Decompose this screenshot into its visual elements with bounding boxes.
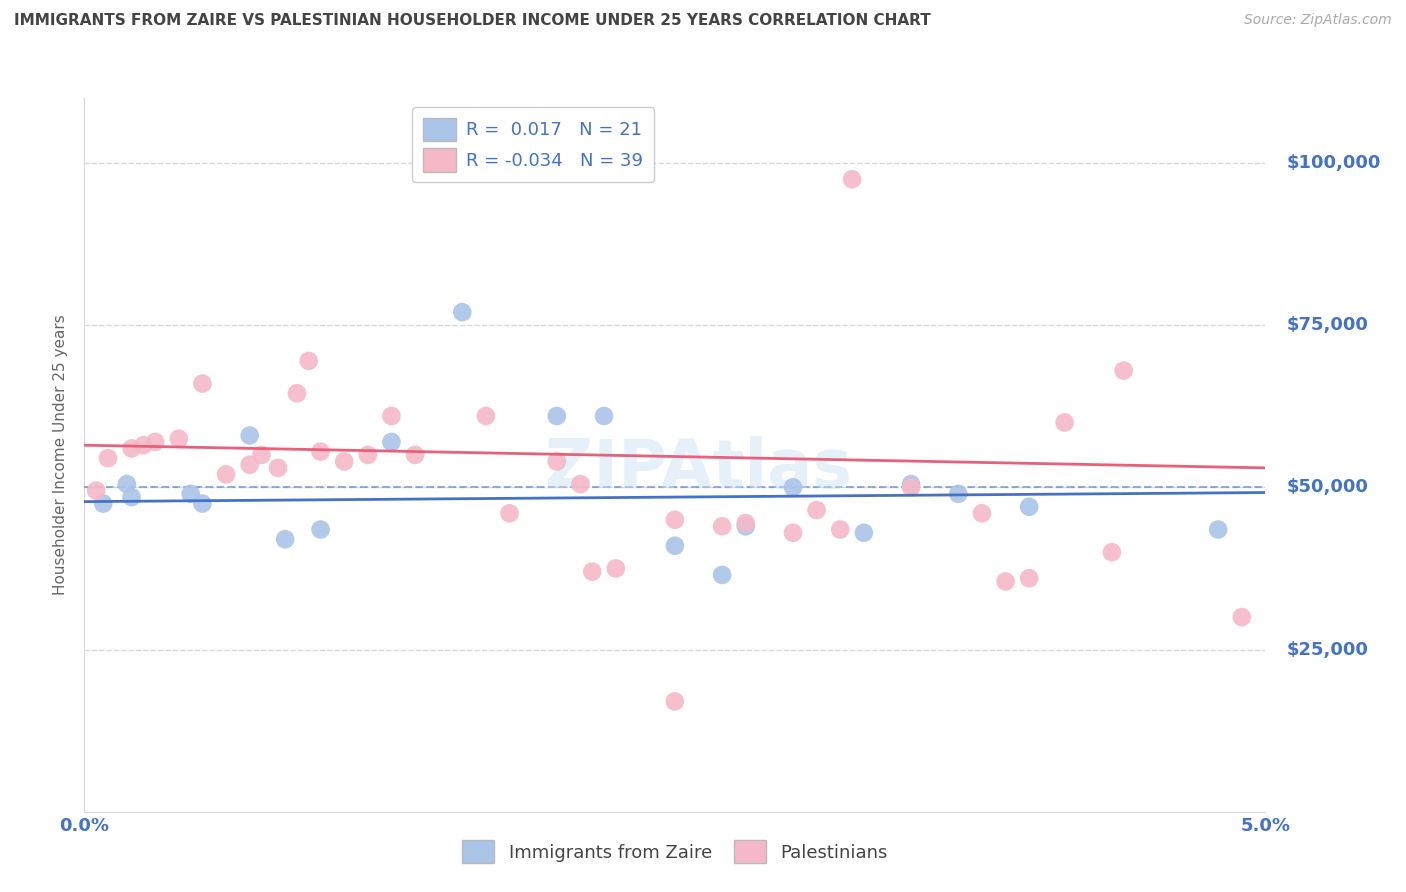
Point: [404, 448, 426, 462]
Point: [593, 409, 616, 423]
Point: [121, 442, 143, 456]
Y-axis label: Householder Income Under 25 years: Householder Income Under 25 years: [53, 315, 69, 595]
Point: [333, 454, 356, 468]
Point: [806, 503, 828, 517]
Point: [167, 432, 190, 446]
Point: [357, 448, 380, 462]
Text: $75,000: $75,000: [1286, 316, 1368, 334]
Point: [1112, 363, 1135, 377]
Point: [1018, 571, 1040, 585]
Point: [1230, 610, 1253, 624]
Point: [830, 523, 852, 537]
Point: [309, 523, 332, 537]
Point: [782, 525, 804, 540]
Point: [298, 354, 321, 368]
Text: $25,000: $25,000: [1286, 640, 1368, 658]
Point: [97, 451, 120, 466]
Point: [734, 519, 756, 533]
Point: [605, 561, 627, 575]
Point: [191, 497, 214, 511]
Point: [664, 694, 686, 708]
Point: [309, 444, 332, 458]
Point: [664, 539, 686, 553]
Point: [841, 172, 863, 186]
Point: [970, 506, 993, 520]
Point: [121, 490, 143, 504]
Text: ZIPAtlas: ZIPAtlas: [546, 436, 852, 502]
Legend: Immigrants from Zaire, Palestinians: Immigrants from Zaire, Palestinians: [451, 830, 898, 874]
Point: [239, 458, 262, 472]
Point: [380, 409, 402, 423]
Point: [581, 565, 603, 579]
Point: [180, 487, 202, 501]
Point: [132, 438, 155, 452]
Point: [900, 477, 922, 491]
Point: [84, 483, 107, 498]
Point: [250, 448, 273, 462]
Point: [664, 513, 686, 527]
Point: [115, 477, 138, 491]
Point: [267, 461, 290, 475]
Point: [215, 467, 238, 482]
Point: [274, 533, 297, 547]
Point: [1018, 500, 1040, 514]
Point: [569, 477, 592, 491]
Text: $50,000: $50,000: [1286, 478, 1368, 496]
Point: [711, 519, 734, 533]
Point: [143, 434, 166, 449]
Point: [380, 434, 402, 449]
Point: [782, 480, 804, 494]
Point: [734, 516, 756, 530]
Text: IMMIGRANTS FROM ZAIRE VS PALESTINIAN HOUSEHOLDER INCOME UNDER 25 YEARS CORRELATI: IMMIGRANTS FROM ZAIRE VS PALESTINIAN HOU…: [14, 13, 931, 29]
Point: [711, 568, 734, 582]
Point: [239, 428, 262, 442]
Point: [994, 574, 1017, 589]
Point: [91, 497, 114, 511]
Point: [546, 409, 568, 423]
Point: [191, 376, 214, 391]
Point: [1053, 416, 1076, 430]
Text: Source: ZipAtlas.com: Source: ZipAtlas.com: [1244, 13, 1392, 28]
Point: [1206, 523, 1229, 537]
Point: [498, 506, 520, 520]
Point: [1101, 545, 1123, 559]
Point: [852, 525, 875, 540]
Point: [451, 305, 474, 319]
Point: [948, 487, 970, 501]
Point: [475, 409, 498, 423]
Point: [285, 386, 308, 401]
Point: [900, 480, 922, 494]
Point: [546, 454, 568, 468]
Text: $100,000: $100,000: [1286, 154, 1381, 172]
